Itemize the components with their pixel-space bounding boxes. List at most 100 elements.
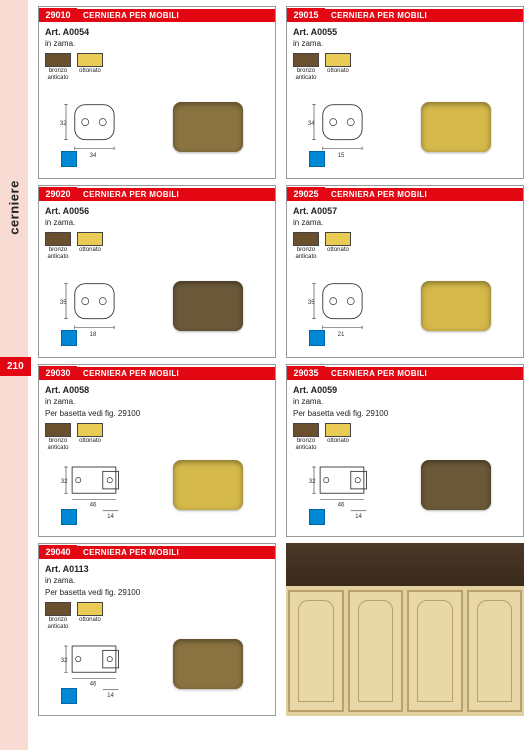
illustration-area: 34 15 [291, 79, 519, 174]
product-grid: 29010 CERNIERA PER MOBILI Art. A0054 in … [38, 6, 524, 716]
swatch-bronzo: bronzoanticato [293, 232, 319, 260]
product-card: 29020 CERNIERA PER MOBILI Art. A0056 in … [38, 185, 276, 358]
technical-drawing: 32 46 14 [59, 621, 129, 706]
illustration-area: 32 46 14 [43, 616, 271, 711]
product-title: CERNIERA PER MOBILI [77, 9, 275, 22]
cabinet-door [288, 590, 344, 712]
illustration-area: 32 46 14 [291, 437, 519, 532]
material-desc: in zama. [293, 397, 517, 407]
furniture-photo-card [286, 543, 524, 716]
article-number: Art. A0054 [45, 27, 269, 39]
product-card: 29015 CERNIERA PER MOBILI Art. A0055 in … [286, 6, 524, 179]
material-desc: in zama. [45, 39, 269, 49]
page: cerniere 210 29010 CERNIERA PER MOBILI A… [0, 0, 530, 750]
card-header: 29015 CERNIERA PER MOBILI [287, 7, 523, 23]
swatch-ottonato: ottonato [77, 53, 103, 81]
swatch-color [77, 423, 103, 437]
card-header: 29040 CERNIERA PER MOBILI [39, 544, 275, 560]
product-photo [408, 442, 503, 527]
article-number: Art. A0058 [45, 385, 269, 397]
illustration-area: 35 18 [43, 258, 271, 353]
article-number: Art. A0056 [45, 206, 269, 218]
swatch-ottonato: ottonato [325, 232, 351, 260]
swatch-row: bronzoanticato ottonato [45, 232, 269, 260]
product-title: CERNIERA PER MOBILI [77, 546, 275, 559]
product-note: Per basetta vedi fig. 29100 [293, 409, 517, 419]
swatch-color [77, 53, 103, 67]
swatch-bronzo: bronzoanticato [45, 53, 71, 81]
card-header: 29020 CERNIERA PER MOBILI [39, 186, 275, 202]
product-title: CERNIERA PER MOBILI [77, 367, 275, 380]
svg-text:46: 46 [89, 680, 96, 687]
card-body: Art. A0054 in zama. bronzoanticato otton… [39, 23, 275, 85]
product-photo [160, 263, 255, 348]
product-photo [160, 84, 255, 169]
svg-text:32: 32 [60, 120, 67, 127]
content-area: 29010 CERNIERA PER MOBILI Art. A0054 in … [28, 0, 530, 750]
product-card: 29040 CERNIERA PER MOBILI Art. A0113 in … [38, 543, 276, 716]
product-title: CERNIERA PER MOBILI [325, 367, 523, 380]
article-number: Art. A0055 [293, 27, 517, 39]
technical-drawing: 32 46 14 [307, 442, 377, 527]
blue-marker-icon [61, 509, 77, 525]
product-title: CERNIERA PER MOBILI [325, 9, 523, 22]
product-card: 29030 CERNIERA PER MOBILI Art. A0058 in … [38, 364, 276, 537]
product-code: 29030 [39, 366, 77, 380]
card-body: Art. A0055 in zama. bronzoanticato otton… [287, 23, 523, 85]
swatch-bronzo: bronzoanticato [45, 232, 71, 260]
product-card: 29010 CERNIERA PER MOBILI Art. A0054 in … [38, 6, 276, 179]
blue-marker-icon [61, 151, 77, 167]
product-code: 29015 [287, 8, 325, 22]
product-photo [408, 263, 503, 348]
product-note: Per basetta vedi fig. 29100 [45, 409, 269, 419]
cabinet-photo [286, 543, 524, 716]
product-code: 29035 [287, 366, 325, 380]
material-desc: in zama. [293, 39, 517, 49]
svg-text:32: 32 [61, 657, 68, 664]
svg-text:21: 21 [337, 331, 344, 338]
article-number: Art. A0059 [293, 385, 517, 397]
product-photo [160, 621, 255, 706]
swatch-row: bronzoanticato ottonato [293, 53, 517, 81]
svg-text:14: 14 [107, 513, 114, 520]
blue-marker-icon [61, 688, 77, 704]
swatch-color [45, 53, 71, 67]
product-code: 29025 [287, 187, 325, 201]
product-code: 29040 [39, 545, 77, 559]
swatch-label: ottonato [327, 247, 349, 254]
card-header: 29035 CERNIERA PER MOBILI [287, 365, 523, 381]
technical-drawing: 35 18 [59, 263, 129, 348]
swatch-color [325, 232, 351, 246]
article-number: Art. A0113 [45, 564, 269, 576]
card-body: Art. A0056 in zama. bronzoanticato otton… [39, 202, 275, 264]
cabinet-door [348, 590, 404, 712]
technical-drawing: 32 34 [59, 84, 129, 169]
technical-drawing: 34 15 [307, 84, 377, 169]
product-code: 29010 [39, 8, 77, 22]
swatch-color [45, 602, 71, 616]
technical-drawing: 32 46 14 [59, 442, 129, 527]
svg-text:18: 18 [89, 331, 96, 338]
svg-text:34: 34 [308, 120, 315, 127]
card-body: Art. A0057 in zama. bronzoanticato otton… [287, 202, 523, 264]
product-photo [408, 84, 503, 169]
card-header: 29010 CERNIERA PER MOBILI [39, 7, 275, 23]
product-photo [160, 442, 255, 527]
swatch-label: ottonato [79, 68, 101, 75]
product-card: 29025 CERNIERA PER MOBILI Art. A0057 in … [286, 185, 524, 358]
swatch-color [45, 232, 71, 246]
svg-text:34: 34 [89, 152, 96, 159]
swatch-color [293, 53, 319, 67]
svg-text:35: 35 [308, 299, 315, 306]
swatch-ottonato: ottonato [77, 232, 103, 260]
product-note: Per basetta vedi fig. 29100 [45, 588, 269, 598]
card-header: 29030 CERNIERA PER MOBILI [39, 365, 275, 381]
card-header: 29025 CERNIERA PER MOBILI [287, 186, 523, 202]
swatch-label: ottonato [79, 247, 101, 254]
product-title: CERNIERA PER MOBILI [77, 188, 275, 201]
product-title: CERNIERA PER MOBILI [325, 188, 523, 201]
category-label: cerniere [7, 180, 22, 235]
swatch-color [77, 602, 103, 616]
svg-text:32: 32 [309, 478, 316, 485]
material-desc: in zama. [293, 218, 517, 228]
